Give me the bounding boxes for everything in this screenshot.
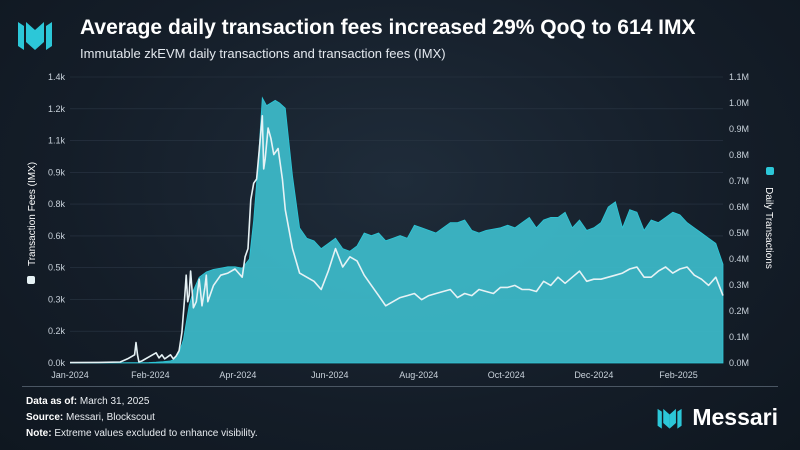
left-tick-label: 0.9k — [48, 167, 66, 177]
messari-brand-icon — [657, 408, 682, 429]
right-tick-label: 0.9M — [729, 124, 749, 134]
brand-name: Messari — [692, 404, 778, 430]
right-tick-label: 0.5M — [729, 228, 749, 238]
right-tick-label: 0.0M — [729, 358, 749, 368]
transaction-fees-line — [69, 115, 724, 364]
left-tick-label: 0.5k — [48, 263, 66, 273]
data-as-of: Data as of: March 31, 2025 — [26, 396, 149, 407]
footer-divider — [22, 386, 778, 387]
left-axis-ticks: 0.0k 0.2k 0.3k 0.5k 0.6k 0.8k 0.9k 1.1k 1.2k 1.4k — [48, 72, 66, 368]
x-tick-label: Jun-2024 — [311, 370, 349, 380]
right-tick-label: 0.1M — [729, 332, 749, 342]
x-tick-label: Apr-2024 — [219, 370, 256, 380]
right-axis-ticks: 0.0M 0.1M 0.2M 0.3M 0.4M 0.5M 0.6M 0.7M 0.8M 0.9M… — [729, 72, 749, 368]
data-as-of-label: Data as of: — [26, 396, 78, 407]
left-tick-label: 0.0k — [48, 358, 66, 368]
daily-transactions-area — [70, 96, 724, 364]
source-value: Messari, Blockscout — [66, 412, 155, 423]
left-tick-label: 1.2k — [48, 104, 66, 114]
left-tick-label: 1.1k — [48, 136, 66, 146]
right-axis-legend: Daily Transactions — [763, 167, 774, 269]
chart-canvas: 0.0k 0.2k 0.3k 0.5k 0.6k 0.8k 0.9k 1.1k 1.2k 1.4k… — [27, 72, 774, 380]
messari-logo-icon — [18, 22, 52, 50]
x-tick-label: Oct-2024 — [488, 370, 525, 380]
right-tick-label: 0.7M — [729, 176, 749, 186]
source-line: Source: Messari, Blockscout — [26, 412, 155, 423]
note-line: Note: Extreme values excluded to enhance… — [26, 428, 258, 439]
data-as-of-value: March 31, 2025 — [79, 396, 150, 407]
right-tick-label: 0.2M — [729, 306, 749, 316]
x-tick-label: Feb-2024 — [131, 370, 170, 380]
chart-subtitle: Immutable zkEVM daily transactions and t… — [80, 46, 446, 61]
x-axis-ticks: Jan-2024 Feb-2024 Apr-2024 Jun-2024 Aug-2024… — [51, 370, 698, 380]
x-tick-label: Jan-2024 — [51, 370, 89, 380]
transactions-legend-swatch — [766, 167, 774, 175]
x-tick-label: Dec-2024 — [574, 370, 613, 380]
source-label: Source: — [26, 412, 64, 423]
right-tick-label: 0.4M — [729, 254, 749, 264]
fees-legend-swatch — [27, 276, 35, 284]
right-axis-label: Daily Transactions — [763, 187, 774, 269]
left-tick-label: 1.4k — [48, 72, 66, 82]
right-tick-label: 1.0M — [729, 98, 749, 108]
brand: Messari — [656, 404, 778, 431]
right-tick-label: 1.1M — [729, 72, 749, 82]
x-tick-label: Aug-2024 — [399, 370, 438, 380]
right-tick-label: 0.3M — [729, 280, 749, 290]
chart-title: Average daily transaction fees increased… — [80, 16, 696, 39]
left-axis-legend: Transaction Fees (IMX) — [27, 162, 38, 284]
left-tick-label: 0.2k — [48, 326, 66, 336]
note-value: Extreme values excluded to enhance visib… — [54, 428, 258, 439]
left-tick-label: 0.3k — [48, 294, 66, 304]
left-tick-label: 0.8k — [48, 199, 66, 209]
right-tick-label: 0.8M — [729, 150, 749, 160]
x-tick-label: Feb-2025 — [659, 370, 698, 380]
right-tick-label: 0.6M — [729, 202, 749, 212]
note-label: Note: — [26, 428, 52, 439]
left-axis-label: Transaction Fees (IMX) — [27, 162, 38, 266]
left-tick-label: 0.6k — [48, 231, 66, 241]
